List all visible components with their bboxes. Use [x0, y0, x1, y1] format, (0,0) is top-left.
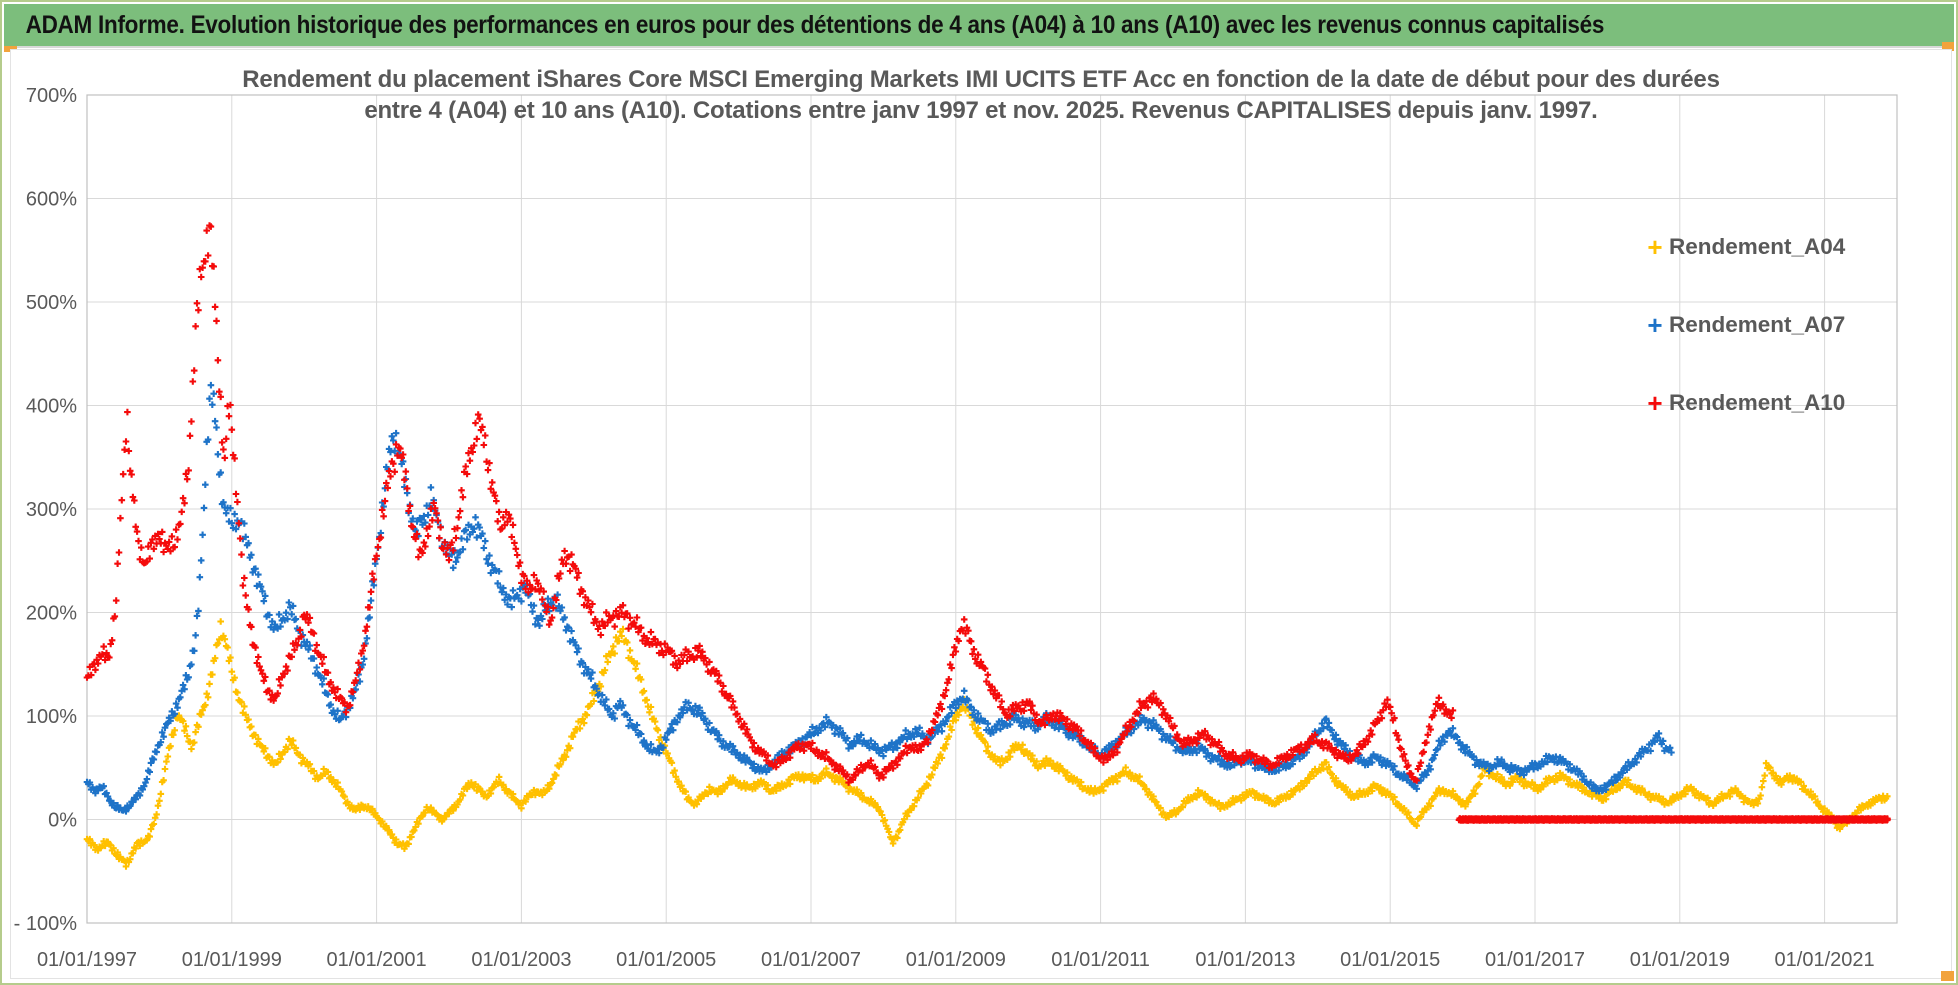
chart-title-line1: Rendement du placement iShares Core MSCI… — [242, 66, 1720, 93]
svg-text:0%: 0% — [48, 810, 77, 832]
svg-text:01/01/2001: 01/01/2001 — [327, 949, 427, 971]
svg-text:01/01/2019: 01/01/2019 — [1630, 949, 1730, 971]
chart-card[interactable]: 700% 600% 500% 400% 300% 200% 100% 0% - 100% 01/0… — [10, 49, 1952, 979]
svg-text:01/01/2005: 01/01/2005 — [616, 949, 716, 971]
plus-marker-icon: + — [1647, 388, 1663, 418]
legend-label: Rendement_A10 — [1669, 390, 1846, 415]
svg-text:- 100%: - 100% — [14, 913, 78, 935]
svg-text:01/01/2021: 01/01/2021 — [1775, 949, 1875, 971]
svg-text:01/01/1999: 01/01/1999 — [182, 949, 282, 971]
header-banner: ADAM Informe. Evolution historique des p… — [4, 4, 1954, 48]
svg-text:700%: 700% — [26, 85, 77, 107]
chart-legend: + Rendement_A04 + Rendement_A07 + Rendem… — [1645, 232, 1845, 466]
svg-text:100%: 100% — [26, 706, 77, 728]
svg-text:01/01/2007: 01/01/2007 — [761, 949, 861, 971]
plus-marker-icon: + — [1647, 232, 1663, 262]
svg-text:01/01/2011: 01/01/2011 — [1051, 949, 1150, 971]
legend-item-a10[interactable]: + Rendement_A10 — [1645, 388, 1845, 418]
plus-marker-icon: + — [1647, 310, 1663, 340]
legend-label: Rendement_A04 — [1669, 234, 1846, 259]
svg-text:01/01/1997: 01/01/1997 — [37, 949, 137, 971]
svg-text:300%: 300% — [26, 499, 77, 521]
banner-title: ADAM Informe. Evolution historique des p… — [25, 10, 1605, 39]
legend-item-a07[interactable]: + Rendement_A07 — [1645, 310, 1845, 340]
svg-text:01/01/2003: 01/01/2003 — [471, 949, 571, 971]
svg-text:01/01/2009: 01/01/2009 — [906, 949, 1006, 971]
svg-text:600%: 600% — [26, 189, 77, 211]
svg-text:01/01/2013: 01/01/2013 — [1195, 949, 1295, 971]
svg-text:500%: 500% — [26, 292, 77, 314]
plot-area[interactable]: 700% 600% 500% 400% 300% 200% 100% 0% - 100% 01/0… — [11, 50, 1953, 980]
legend-item-a04[interactable]: + Rendement_A04 — [1645, 232, 1845, 262]
svg-text:400%: 400% — [26, 396, 77, 418]
fill-handle-right-icon — [1942, 42, 1954, 51]
svg-text:200%: 200% — [26, 603, 77, 625]
chart-title-line2: entre 4 (A04) et 10 ans (A10). Cotations… — [364, 97, 1598, 124]
fill-handle-bottom-icon — [1941, 971, 1954, 981]
svg-text:01/01/2017: 01/01/2017 — [1485, 949, 1585, 971]
chart-title: Rendement du placement iShares Core MSCI… — [71, 64, 1891, 126]
legend-label: Rendement_A07 — [1669, 312, 1846, 337]
svg-text:01/01/2015: 01/01/2015 — [1340, 949, 1440, 971]
